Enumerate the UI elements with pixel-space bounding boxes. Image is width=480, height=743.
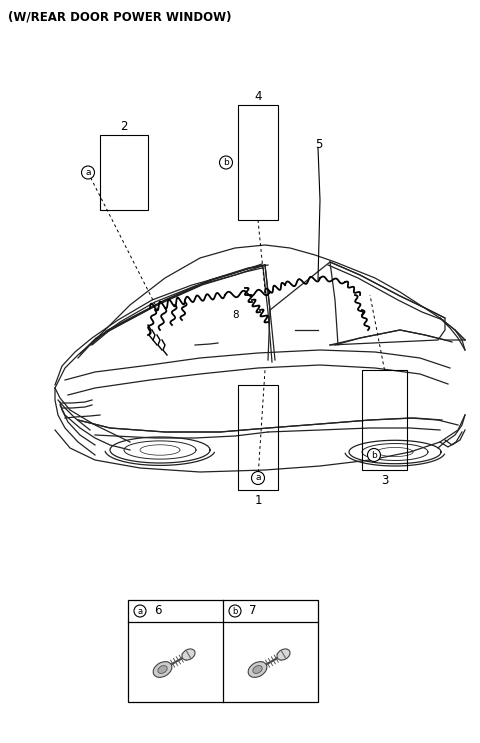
- Bar: [128, 600, 318, 702]
- Text: a: a: [255, 473, 261, 482]
- Text: a: a: [137, 606, 143, 615]
- Ellipse shape: [153, 662, 172, 678]
- Ellipse shape: [253, 666, 262, 673]
- Text: 8: 8: [232, 310, 239, 320]
- Text: 1: 1: [254, 493, 262, 507]
- Text: 3: 3: [381, 473, 388, 487]
- Circle shape: [229, 605, 241, 617]
- Text: (W/REAR DOOR POWER WINDOW): (W/REAR DOOR POWER WINDOW): [8, 10, 231, 23]
- Circle shape: [219, 156, 232, 169]
- Text: b: b: [371, 450, 377, 459]
- Text: b: b: [232, 606, 238, 615]
- Text: b: b: [223, 158, 229, 167]
- Bar: [238, 105, 278, 220]
- Text: a: a: [85, 168, 91, 177]
- Ellipse shape: [158, 666, 167, 673]
- Text: 6: 6: [154, 605, 161, 617]
- Bar: [362, 370, 407, 470]
- Circle shape: [134, 605, 146, 617]
- Text: 2: 2: [120, 120, 128, 134]
- Ellipse shape: [248, 662, 267, 678]
- Bar: [238, 385, 278, 490]
- Circle shape: [252, 472, 264, 484]
- Text: 4: 4: [254, 91, 262, 103]
- Ellipse shape: [277, 649, 290, 660]
- Text: 5: 5: [315, 138, 323, 152]
- Ellipse shape: [182, 649, 195, 660]
- Circle shape: [368, 449, 381, 461]
- Text: 7: 7: [249, 605, 256, 617]
- Circle shape: [82, 166, 95, 179]
- Bar: [100, 135, 148, 210]
